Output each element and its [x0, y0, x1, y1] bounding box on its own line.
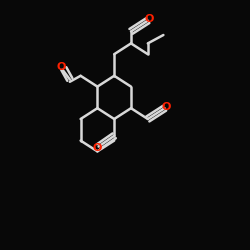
Text: O: O	[57, 62, 66, 72]
Text: O: O	[161, 102, 170, 112]
Text: O: O	[144, 14, 154, 24]
Text: O: O	[92, 143, 102, 153]
